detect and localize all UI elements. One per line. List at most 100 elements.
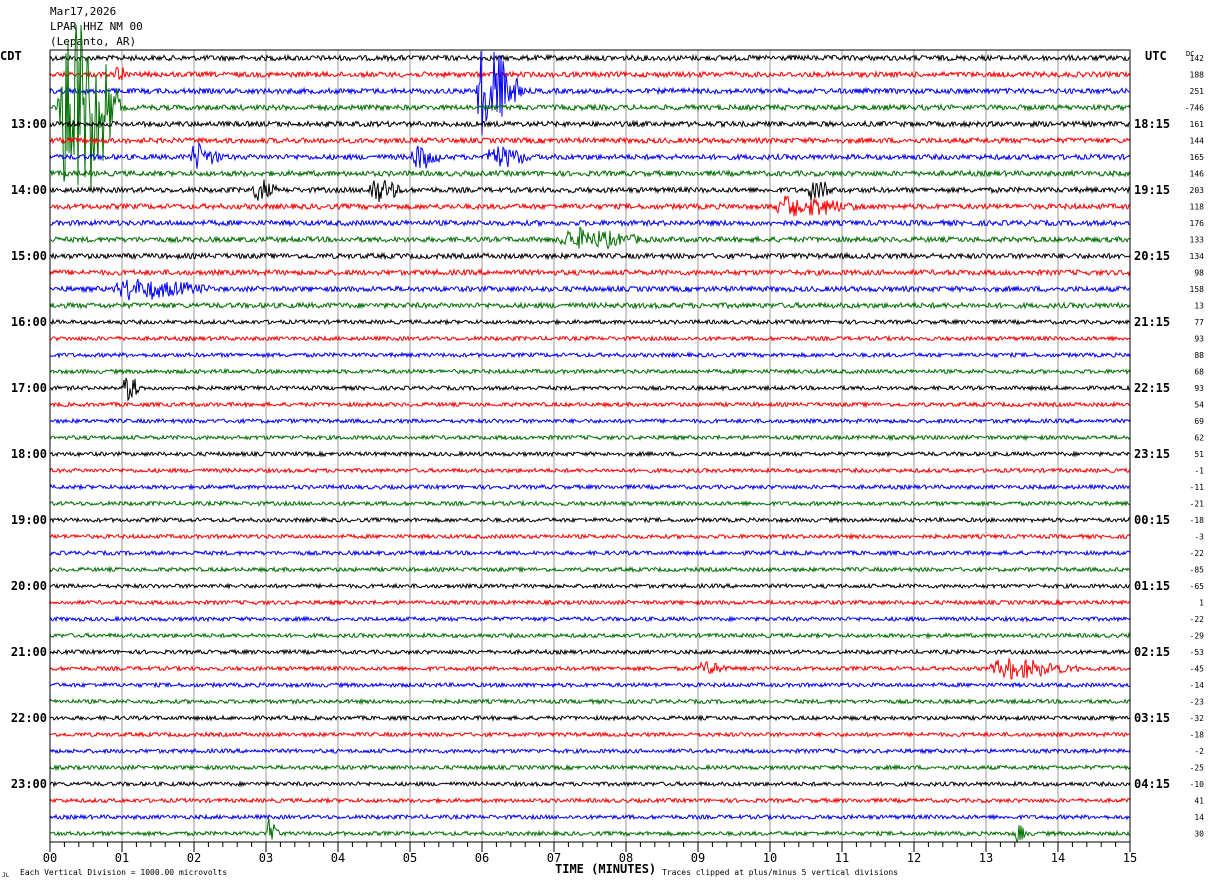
right-hour-label: 04:15	[1134, 777, 1170, 791]
dc-offset-label: -18	[1190, 731, 1205, 740]
dc-offset-label: 93	[1194, 335, 1204, 344]
dc-offset-label: -25	[1190, 764, 1205, 773]
x-tick-label: 03	[259, 851, 273, 865]
dc-offset-label: 14	[1194, 813, 1204, 822]
x-tick-label: 14	[1051, 851, 1065, 865]
seismic-trace	[49, 681, 1131, 689]
seismic-trace	[49, 516, 1131, 524]
dc-offset-label: -65	[1190, 582, 1205, 591]
dc-offset-label: -53	[1190, 648, 1205, 657]
seismic-trace	[49, 582, 1131, 590]
dc-offset-label: -29	[1190, 632, 1205, 641]
dc-offset-label: -1	[1194, 467, 1204, 476]
seismic-trace	[49, 318, 1131, 326]
seismic-trace	[49, 168, 1131, 179]
right-hour-label: 23:15	[1134, 447, 1170, 461]
x-tick-label: 01	[115, 851, 129, 865]
dc-offset-label: -2	[1194, 747, 1204, 756]
x-tick-label: 06	[475, 851, 489, 865]
left-timezone-label: CDT	[0, 49, 22, 63]
dc-offset-label: 77	[1194, 318, 1204, 327]
seismic-trace	[49, 251, 1131, 261]
right-hour-label: 02:15	[1134, 645, 1170, 659]
dc-offset-label: -32	[1190, 714, 1205, 723]
dc-offset-label: 30	[1194, 830, 1204, 839]
x-tick-label: 04	[331, 851, 345, 865]
seismic-trace	[49, 747, 1131, 755]
left-hour-label: 17:00	[11, 381, 47, 395]
seismic-trace	[49, 714, 1131, 722]
seismic-trace	[49, 598, 1131, 607]
seismic-trace	[49, 135, 1131, 145]
seismic-trace	[49, 51, 1131, 136]
seismic-trace	[49, 549, 1131, 557]
dc-offset-label: 54	[1194, 401, 1204, 410]
seismic-trace	[49, 499, 1131, 508]
seismic-trace	[49, 417, 1131, 425]
seismic-trace	[49, 218, 1131, 228]
dc-offset-label: 133	[1190, 236, 1205, 245]
dc-offset-label: 13	[1194, 302, 1204, 311]
seismic-trace	[49, 179, 1131, 203]
x-tick-label: 10	[763, 851, 777, 865]
seismic-trace	[49, 400, 1131, 409]
seismic-trace	[49, 648, 1131, 656]
seismic-trace	[49, 532, 1131, 541]
left-hour-label: 19:00	[11, 513, 47, 527]
station-label: LPAR HHZ NM 00	[50, 20, 143, 33]
seismic-trace	[49, 780, 1131, 788]
dc-offset-label: 118	[1190, 203, 1205, 212]
left-hour-label: 20:00	[11, 579, 47, 593]
x-tick-label: 12	[907, 851, 921, 865]
left-hour-label: 22:00	[11, 711, 47, 725]
x-tick-label: 05	[403, 851, 417, 865]
x-tick-label: 02	[187, 851, 201, 865]
dc-offset-label: 134	[1190, 252, 1205, 261]
seismic-trace	[49, 351, 1131, 359]
dc-offset-label: 41	[1194, 797, 1204, 806]
seismic-trace	[49, 377, 1131, 402]
seismic-trace	[49, 819, 1131, 844]
dc-offset-label: 1	[1199, 599, 1204, 608]
left-hour-label: 16:00	[11, 315, 47, 329]
dc-offset-label: -22	[1190, 549, 1205, 558]
x-tick-label: 07	[547, 851, 561, 865]
x-tick-label: 09	[691, 851, 705, 865]
x-axis: 00 01 02 03 04 05 06 07 08 09 10 11 12 13 14 15	[43, 842, 1137, 865]
dc-offset-label: -746	[1185, 104, 1204, 113]
minute-gridlines	[121, 50, 1059, 842]
dc-offset-label: 161	[1190, 120, 1205, 129]
seismic-trace	[49, 763, 1131, 772]
seismic-trace	[49, 813, 1131, 821]
plot-frame	[49, 49, 1131, 843]
seismic-trace	[49, 141, 1131, 169]
seismic-trace	[49, 483, 1131, 491]
seismic-trace	[49, 658, 1131, 680]
dc-offset-label: 158	[1190, 285, 1205, 294]
date-label: Mar17,2026	[50, 5, 116, 18]
dc-offset-label: 68	[1194, 368, 1204, 377]
dc-offset-label: 251	[1190, 87, 1205, 96]
x-tick-label: 11	[835, 851, 849, 865]
seismic-trace	[49, 631, 1131, 640]
seismic-trace	[49, 195, 1131, 217]
left-hour-label: 14:00	[11, 183, 47, 197]
dc-offset-label: 203	[1190, 186, 1205, 195]
hour-labels: 142188251-746161144165146203118176133134…	[11, 54, 1204, 839]
x-tick-label: 13	[979, 851, 993, 865]
seismic-trace	[49, 433, 1131, 442]
x-tick-label: 15	[1123, 851, 1137, 865]
dc-offset-label: -11	[1190, 483, 1205, 492]
dc-offset-label: 176	[1190, 219, 1205, 228]
seismic-trace	[49, 565, 1131, 574]
right-hour-label: 21:15	[1134, 315, 1170, 329]
right-hour-label: 00:15	[1134, 513, 1170, 527]
right-hour-label: 18:15	[1134, 117, 1170, 131]
dc-offset-label: 146	[1190, 170, 1205, 179]
seismic-trace	[49, 66, 1131, 81]
dc-offset-label: 188	[1190, 71, 1205, 80]
seismic-trace	[49, 367, 1131, 376]
right-hour-label: 19:15	[1134, 183, 1170, 197]
dc-header: DC	[1186, 50, 1194, 58]
x-tick-label: 08	[619, 851, 633, 865]
